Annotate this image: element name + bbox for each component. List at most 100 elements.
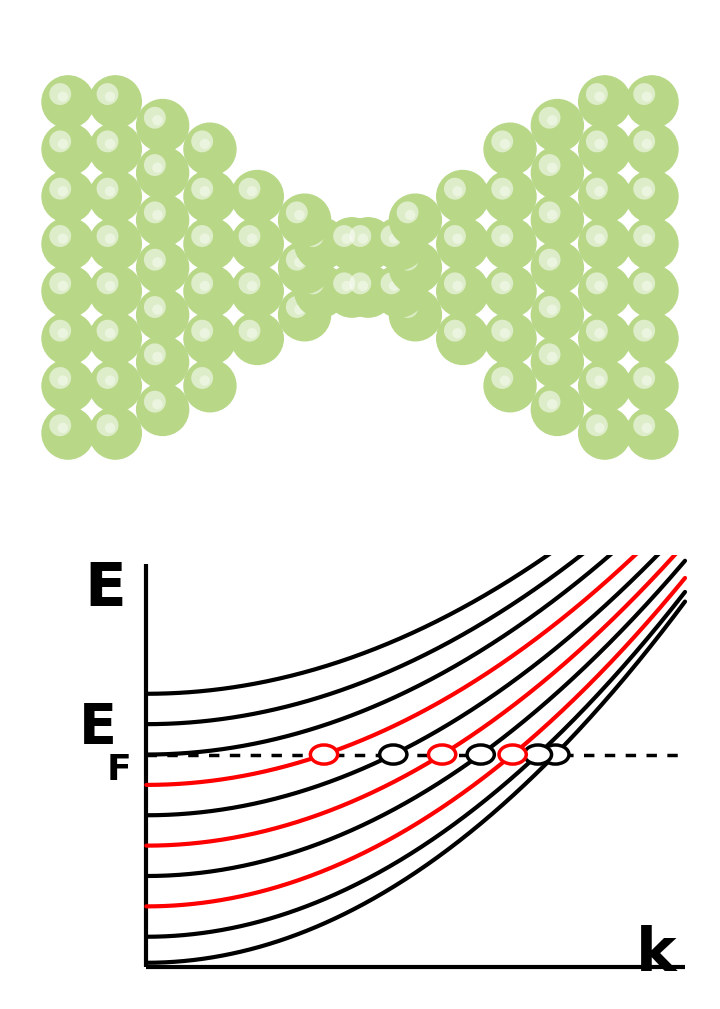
Circle shape: [105, 423, 115, 433]
Circle shape: [238, 272, 261, 295]
Circle shape: [634, 272, 655, 295]
Text: $\mathbf{E}$: $\mathbf{E}$: [84, 560, 124, 620]
Circle shape: [405, 257, 415, 267]
Circle shape: [358, 281, 368, 292]
Circle shape: [586, 415, 608, 436]
Circle shape: [642, 139, 652, 149]
Circle shape: [42, 76, 94, 128]
Circle shape: [42, 265, 94, 317]
Circle shape: [89, 76, 141, 128]
Circle shape: [152, 257, 163, 267]
Circle shape: [184, 218, 236, 269]
Circle shape: [152, 115, 163, 125]
Circle shape: [279, 194, 330, 246]
Circle shape: [467, 745, 495, 764]
Circle shape: [89, 265, 141, 317]
Circle shape: [642, 233, 652, 244]
Circle shape: [634, 320, 655, 342]
Circle shape: [500, 375, 510, 385]
Circle shape: [491, 320, 513, 342]
Circle shape: [286, 249, 307, 270]
Circle shape: [42, 218, 94, 269]
Circle shape: [96, 415, 118, 436]
Circle shape: [42, 171, 94, 223]
Circle shape: [184, 171, 236, 223]
Circle shape: [626, 360, 678, 412]
Circle shape: [500, 328, 510, 338]
Circle shape: [405, 210, 415, 220]
Circle shape: [294, 218, 347, 269]
Circle shape: [579, 76, 631, 128]
Circle shape: [231, 265, 283, 317]
Circle shape: [531, 336, 583, 388]
Circle shape: [333, 272, 355, 295]
Circle shape: [389, 281, 399, 292]
Circle shape: [539, 343, 560, 365]
Circle shape: [579, 123, 631, 176]
Circle shape: [42, 407, 94, 459]
Circle shape: [390, 194, 441, 246]
Circle shape: [491, 367, 513, 388]
Circle shape: [144, 154, 166, 176]
Circle shape: [192, 130, 213, 152]
Circle shape: [105, 233, 115, 244]
Circle shape: [144, 202, 166, 223]
Circle shape: [342, 265, 394, 317]
Circle shape: [452, 186, 463, 197]
Circle shape: [373, 218, 426, 269]
Circle shape: [96, 178, 118, 200]
Circle shape: [294, 265, 347, 317]
Circle shape: [579, 313, 631, 364]
Circle shape: [49, 272, 71, 295]
Circle shape: [279, 289, 330, 341]
Circle shape: [96, 225, 118, 247]
Circle shape: [238, 178, 261, 200]
Circle shape: [397, 296, 418, 318]
Circle shape: [199, 186, 210, 197]
Circle shape: [238, 225, 261, 247]
Circle shape: [437, 171, 489, 223]
Circle shape: [531, 147, 583, 199]
Circle shape: [58, 186, 68, 197]
Circle shape: [524, 745, 552, 764]
Circle shape: [642, 423, 652, 433]
Circle shape: [586, 178, 608, 200]
Circle shape: [231, 313, 283, 364]
Circle shape: [634, 367, 655, 388]
Text: $\mathbf{k}$: $\mathbf{k}$: [636, 925, 679, 985]
Circle shape: [137, 336, 189, 388]
Circle shape: [626, 407, 678, 459]
Circle shape: [89, 360, 141, 412]
Circle shape: [184, 123, 236, 176]
Circle shape: [199, 233, 210, 244]
Circle shape: [586, 130, 608, 152]
Circle shape: [231, 218, 283, 269]
Circle shape: [437, 265, 489, 317]
Circle shape: [58, 92, 68, 102]
Circle shape: [594, 92, 605, 102]
Circle shape: [58, 328, 68, 338]
Circle shape: [634, 83, 655, 105]
Circle shape: [390, 241, 441, 294]
Circle shape: [579, 360, 631, 412]
Circle shape: [484, 218, 536, 269]
Circle shape: [380, 272, 402, 295]
Circle shape: [531, 100, 583, 151]
Circle shape: [626, 313, 678, 364]
Circle shape: [152, 162, 163, 173]
Circle shape: [594, 281, 605, 292]
Circle shape: [452, 233, 463, 244]
Circle shape: [341, 233, 352, 244]
Circle shape: [642, 328, 652, 338]
Circle shape: [105, 186, 115, 197]
Circle shape: [484, 265, 536, 317]
Circle shape: [626, 265, 678, 317]
Circle shape: [390, 289, 441, 341]
Circle shape: [152, 305, 163, 315]
Circle shape: [531, 194, 583, 246]
Circle shape: [49, 178, 71, 200]
Circle shape: [279, 241, 330, 294]
Circle shape: [49, 225, 71, 247]
Circle shape: [594, 328, 605, 338]
Circle shape: [444, 178, 466, 200]
